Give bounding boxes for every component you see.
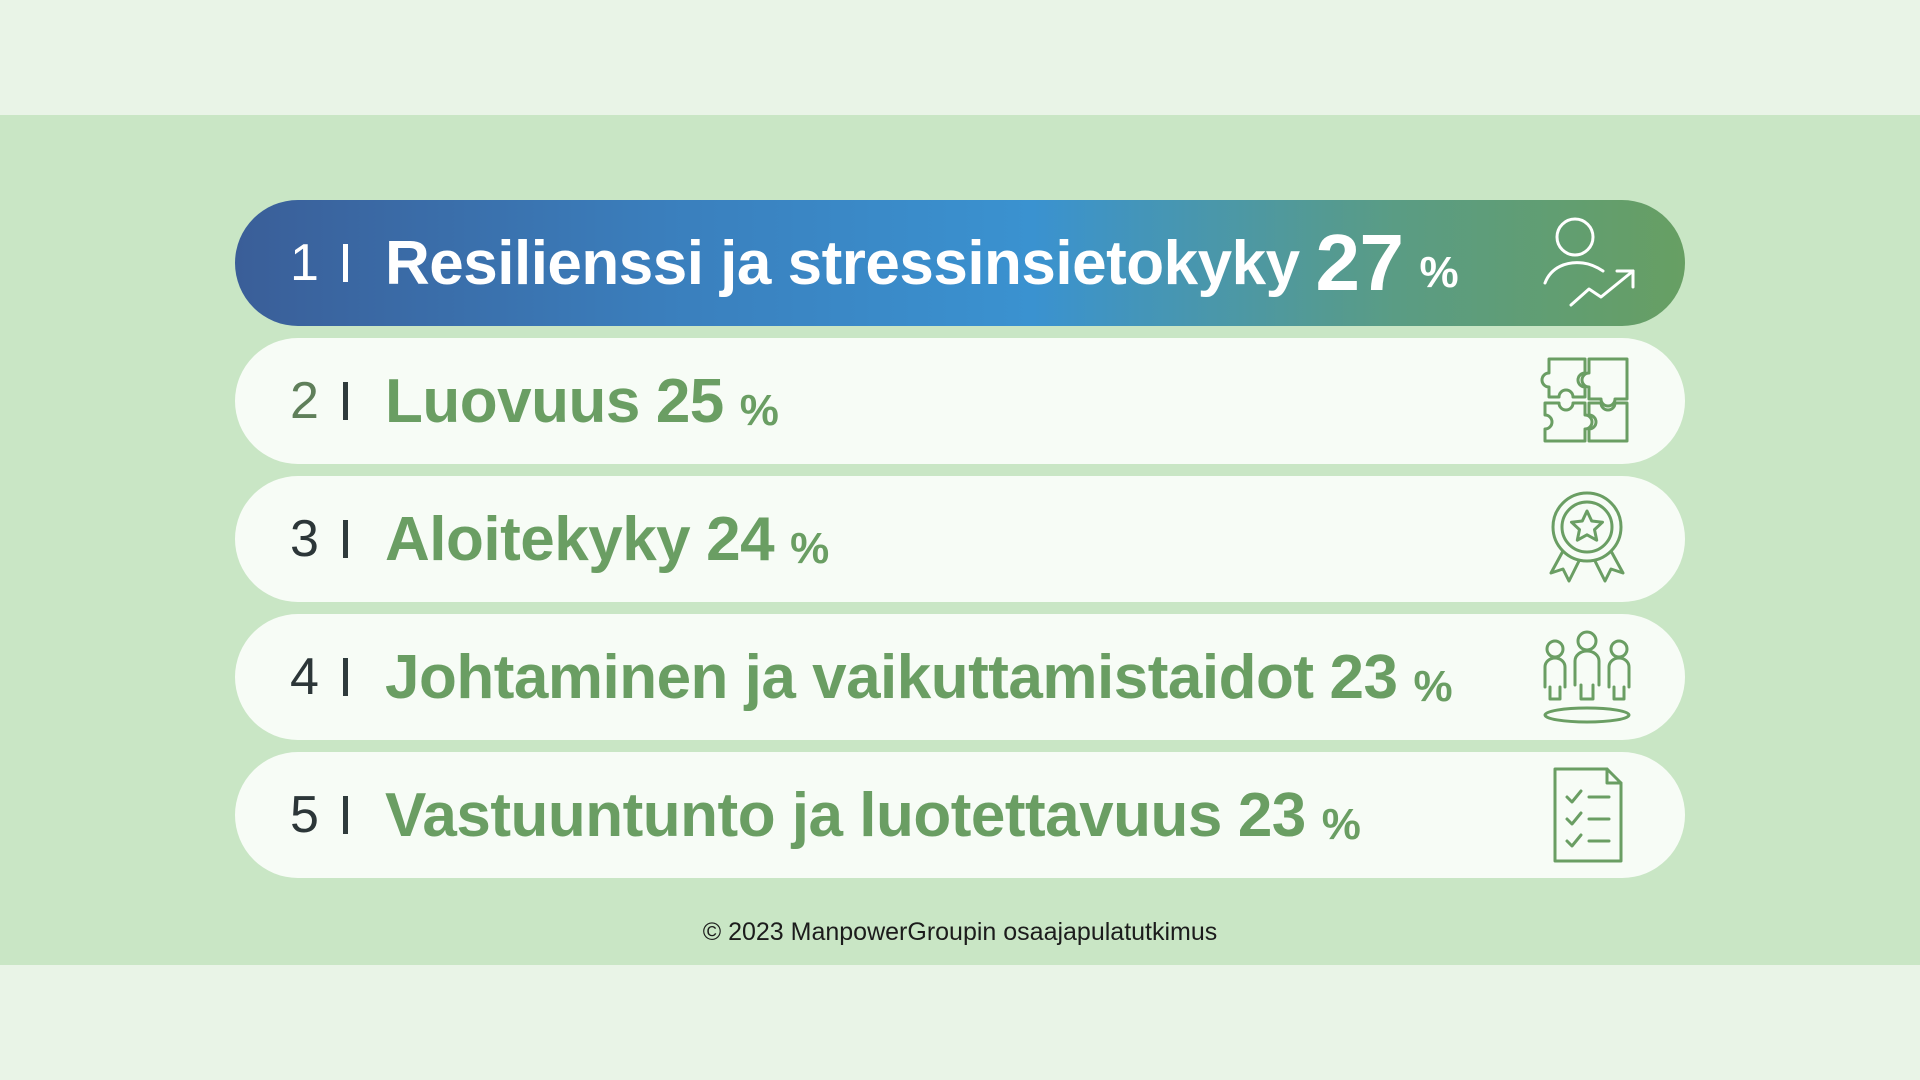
- skill-label: Johtaminen ja vaikuttamistaidot 23 %: [385, 614, 1453, 740]
- rank-number: 1: [290, 234, 319, 292]
- ranking-row-2: 2 Luovuus 25 %: [235, 338, 1685, 464]
- skill-label: Aloitekyky 24 %: [385, 476, 829, 602]
- percent-sign: %: [1419, 248, 1459, 297]
- ranking-row-5: 5 Vastuuntunto ja luotettavuus 23 %: [235, 752, 1685, 878]
- skill-percentage: 27: [1315, 218, 1404, 307]
- checklist-icon: [1537, 765, 1637, 865]
- rank-number: 2: [290, 372, 319, 430]
- person-growth-icon: [1537, 213, 1637, 313]
- rank-number: 4: [290, 648, 319, 706]
- puzzle-icon: [1537, 351, 1637, 451]
- rank-number: 3: [290, 510, 319, 568]
- rank-separator: [343, 244, 348, 282]
- team-leader-icon: [1537, 627, 1637, 727]
- skill-percentage: 23: [1329, 642, 1398, 712]
- skill-label: Vastuuntunto ja luotettavuus 23 %: [385, 752, 1361, 878]
- skill-label: Luovuus 25 %: [385, 338, 779, 464]
- rank-separator: [343, 382, 348, 420]
- percent-sign: %: [1321, 800, 1361, 849]
- skill-percentage: 24: [706, 504, 775, 574]
- rank-separator: [343, 520, 348, 558]
- percent-sign: %: [790, 524, 829, 573]
- percent-sign: %: [739, 386, 779, 435]
- skill-name: Vastuuntunto ja luotettavuus: [385, 780, 1222, 850]
- ranking-row-3: 3 Aloitekyky 24 %: [235, 476, 1685, 602]
- skill-percentage: 25: [655, 366, 724, 436]
- rank-number: 5: [290, 786, 319, 844]
- skill-name: Johtaminen ja vaikuttamistaidot: [385, 642, 1314, 712]
- percent-sign: %: [1413, 662, 1453, 711]
- award-badge-icon: [1537, 489, 1637, 589]
- rank-separator: [343, 796, 348, 834]
- ranking-row-4: 4 Johtaminen ja vaikuttamistaidot 23 %: [235, 614, 1685, 740]
- copyright-footer: © 2023 ManpowerGroupin osaajapulatutkimu…: [702, 918, 1218, 946]
- skill-percentage: 23: [1237, 780, 1306, 850]
- skill-label: Resilienssi ja stressinsietokyky 27 %: [385, 200, 1459, 326]
- skill-name: Aloitekyky: [385, 504, 691, 574]
- skill-name: Luovuus: [385, 366, 640, 436]
- ranking-row-1: 1 Resilienssi ja stressinsietokyky 27 %: [235, 200, 1685, 326]
- rank-separator: [343, 658, 348, 696]
- skill-name: Resilienssi ja stressinsietokyky: [385, 228, 1300, 298]
